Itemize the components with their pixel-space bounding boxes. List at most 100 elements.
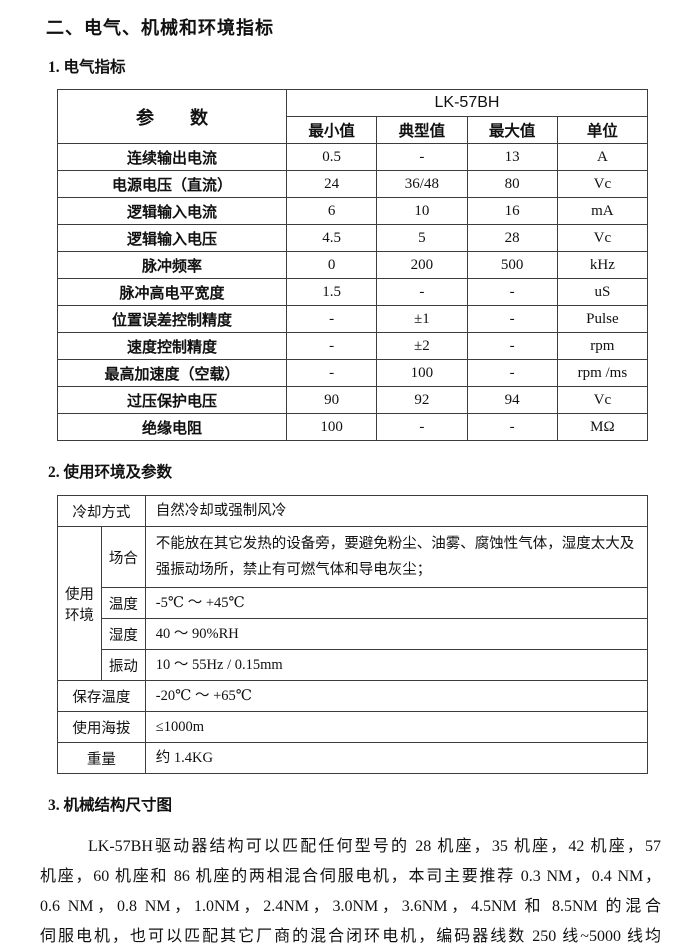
param-cell: 连续输出电流 <box>57 143 287 171</box>
env-value-cell: 10 ～ 55Hz / 0.15mm <box>144 649 649 681</box>
param-cell: 脉冲频率 <box>57 251 287 279</box>
max-cell: 13 <box>466 143 558 171</box>
typ-cell: - <box>376 413 468 441</box>
table-row: 速度控制精度 - ±2 - rpm <box>57 332 649 360</box>
col-header-max: 最大值 <box>466 116 558 144</box>
unit-cell: rpm /ms <box>556 359 649 387</box>
param-cell: 绝缘电阻 <box>57 413 287 441</box>
table-row: 位置误差控制精度 - ±1 - Pulse <box>57 305 649 333</box>
table-row: 绝缘电阻 100 - - MΩ <box>57 413 649 441</box>
min-cell: 90 <box>285 386 378 414</box>
table-row: 湿度 40 ～ 90%RH <box>58 618 649 650</box>
table-row: 温度 -5℃ ～ +45℃ <box>58 587 649 619</box>
min-cell: 0 <box>285 251 378 279</box>
table-row: 脉冲高电平宽度 1.5 - - uS <box>57 278 649 306</box>
typ-cell: 36/48 <box>376 170 468 198</box>
unit-cell: Pulse <box>556 305 649 333</box>
unit-cell: Vc <box>556 170 649 198</box>
section-heading-mechanical: 3. 机械结构尺寸图 <box>48 797 173 814</box>
table-header-row: 参 数 LK-57BH <box>57 89 648 144</box>
col-header-min: 最小值 <box>285 116 378 144</box>
section-heading-electrical: 1. 电气指标 <box>48 59 126 76</box>
max-cell: 500 <box>466 251 558 279</box>
min-cell: 1.5 <box>285 278 378 306</box>
table-row: 保存温度 -20℃ ～ +65℃ <box>57 680 649 712</box>
max-cell: 28 <box>466 224 558 252</box>
env-value-cell: ≤1000m <box>144 711 649 743</box>
unit-cell: Vc <box>556 224 649 252</box>
param-cell: 位置误差控制精度 <box>57 305 287 333</box>
env-value-cell: 不能放在其它发热的设备旁，要避免粉尘、油雾、腐蚀性气体，湿度太大及强振动场所，禁… <box>144 526 649 588</box>
max-cell: - <box>466 359 558 387</box>
param-cell: 最高加速度（空载） <box>57 359 287 387</box>
section-heading-environment: 2. 使用环境及参数 <box>48 464 173 481</box>
unit-cell: Vc <box>556 386 649 414</box>
unit-cell: uS <box>556 278 649 306</box>
table-row: 冷却方式 自然冷却或强制风冷 <box>57 495 649 527</box>
table-row: 最高加速度（空载） - 100 - rpm /ms <box>57 359 649 387</box>
paragraph-line: 伺服电机，也可以匹配其它厂商的混合闭环电机，编码器线数 250 线~5000 线… <box>40 928 661 945</box>
unit-cell: MΩ <box>556 413 649 441</box>
min-cell: 0.5 <box>285 143 378 171</box>
unit-cell: mA <box>556 197 649 225</box>
env-sublabel-cell: 温度 <box>100 587 146 619</box>
typ-cell: 200 <box>376 251 468 279</box>
unit-cell: A <box>556 143 649 171</box>
param-cell: 逻辑输入电流 <box>57 197 287 225</box>
env-label-cell: 保存温度 <box>57 680 146 712</box>
typ-cell: 5 <box>376 224 468 252</box>
mechanical-paragraph: LK-57BH驱动器结构可以匹配任何型号的 28 机座，35 机座，42 机座，… <box>40 832 661 952</box>
max-cell: 80 <box>466 170 558 198</box>
env-value-cell: 约 1.4KG <box>144 742 649 774</box>
env-sublabel-cell: 湿度 <box>100 618 146 650</box>
param-cell: 电源电压（直流） <box>57 170 287 198</box>
min-cell: 24 <box>285 170 378 198</box>
env-sublabel-cell: 场合 <box>100 526 146 588</box>
typ-cell: 100 <box>376 359 468 387</box>
table-row: 逻辑输入电流 6 10 16 mA <box>57 197 649 225</box>
env-value-cell: 40 ～ 90%RH <box>144 618 649 650</box>
env-sublabel-cell: 振动 <box>100 649 146 681</box>
col-header-unit: 单位 <box>556 116 649 144</box>
table-row: 电源电压（直流） 24 36/48 80 Vc <box>57 170 649 198</box>
model-header-cell: LK-57BH <box>286 89 648 117</box>
min-cell: - <box>285 332 378 360</box>
table-row: 振动 10 ～ 55Hz / 0.15mm <box>58 649 649 681</box>
param-cell: 脉冲高电平宽度 <box>57 278 287 306</box>
table-row: 逻辑输入电压 4.5 5 28 Vc <box>57 224 649 252</box>
param-cell: 过压保护电压 <box>57 386 287 414</box>
typ-cell: ±2 <box>376 332 468 360</box>
min-cell: 100 <box>285 413 378 441</box>
min-cell: 4.5 <box>285 224 378 252</box>
paragraph-line: 0.6 NM，0.8 NM，1.0NM，2.4NM，3.0NM，3.6NM，4.… <box>40 898 661 915</box>
typ-cell: - <box>376 278 468 306</box>
min-cell: - <box>285 359 378 387</box>
environment-table: 冷却方式 自然冷却或强制风冷 使用环境 场合 不能放在其它发热的设备旁，要避免粉… <box>57 495 649 774</box>
env-value-cell: 自然冷却或强制风冷 <box>144 495 649 527</box>
env-value-cell: -20℃ ～ +65℃ <box>144 680 649 712</box>
table-row: 脉冲频率 0 200 500 kHz <box>57 251 649 279</box>
min-cell: - <box>285 305 378 333</box>
max-cell: - <box>466 413 558 441</box>
table-row: 过压保护电压 90 92 94 Vc <box>57 386 649 414</box>
typ-cell: 10 <box>376 197 468 225</box>
table-row: 连续输出电流 0.5 - 13 A <box>57 143 649 171</box>
table-row: 使用环境 场合 不能放在其它发热的设备旁，要避免粉尘、油雾、腐蚀性气体，湿度太大… <box>57 526 649 681</box>
max-cell: - <box>466 332 558 360</box>
param-cell: 逻辑输入电压 <box>57 224 287 252</box>
paragraph-line: LK-57BH驱动器结构可以匹配任何型号的 28 机座，35 机座，42 机座，… <box>88 838 661 855</box>
max-cell: 16 <box>466 197 558 225</box>
document-title: 二、电气、机械和环境指标 <box>46 18 274 38</box>
col-header-typ: 典型值 <box>376 116 468 144</box>
unit-cell: kHz <box>556 251 649 279</box>
max-cell: - <box>466 305 558 333</box>
param-header-cell: 参 数 <box>57 89 287 144</box>
env-value-cell: -5℃ ～ +45℃ <box>144 587 649 619</box>
electrical-spec-table: 参 数 LK-57BH 最小值 典型值 最大值 单位 连续输出电流 0.5 - … <box>57 89 649 441</box>
paragraph-line: 机座，60 机座和 86 机座的两相混合伺服电机，本司主要推荐 0.3 NM，0… <box>40 868 661 885</box>
env-label-cell: 使用海拔 <box>57 711 146 743</box>
table-row: 使用海拔 ≤1000m <box>57 711 649 743</box>
unit-cell: rpm <box>556 332 649 360</box>
env-label-cell: 冷却方式 <box>57 495 146 527</box>
